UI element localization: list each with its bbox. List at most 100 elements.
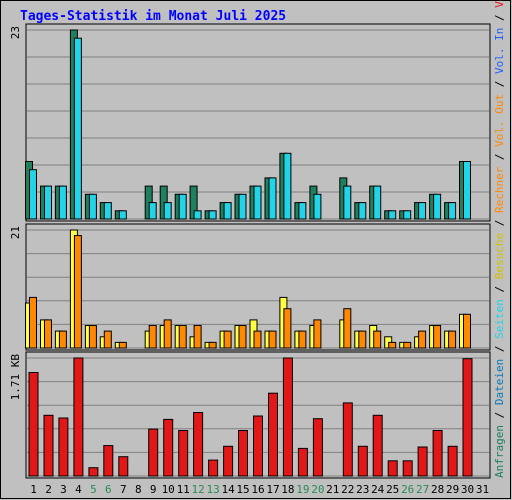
x-tick-label: 27 [416, 483, 429, 496]
panel-1: 23 [9, 23, 491, 222]
bar-volumen-day-9 [148, 428, 159, 477]
x-tick-label: 15 [236, 483, 249, 496]
legend-entry: Vol. In [493, 28, 506, 74]
bar-rechner-day-29 [448, 330, 457, 349]
x-tick-label: 26 [401, 483, 414, 496]
x-tick-label: 1 [30, 483, 37, 496]
bar-rechner-day-27 [418, 330, 427, 349]
bar-dateien-day-20 [313, 193, 322, 220]
x-tick-label: 13 [206, 483, 219, 496]
bar-volumen-day-18 [282, 357, 293, 477]
bar-volumen-day-30 [462, 358, 473, 477]
bar-dateien-day-28 [433, 193, 442, 220]
bar-dateien-day-25 [388, 210, 397, 220]
bar-volumen-day-2 [43, 414, 54, 477]
legend-entry: Dateien [493, 359, 506, 405]
panel-3: 1.71 KB [9, 351, 491, 479]
bar-dateien-day-16 [253, 185, 262, 220]
bar-dateien-day-30 [463, 161, 471, 220]
x-tick-label: 4 [75, 483, 82, 496]
bar-volumen-day-13 [208, 459, 219, 477]
bar-rechner-day-19 [298, 330, 307, 349]
panel-2: 21 [9, 223, 491, 351]
bar-rechner-day-30 [463, 313, 471, 349]
bar-volumen-day-6 [103, 445, 114, 477]
bar-rechner-day-12 [193, 325, 202, 349]
bar-dateien-day-24 [373, 185, 382, 220]
x-tick-label: 2 [45, 483, 52, 496]
bar-dateien-day-17 [268, 177, 277, 220]
bar-volumen-day-3 [58, 417, 69, 477]
bar-volumen-day-19 [297, 447, 308, 477]
x-tick-label: 23 [356, 483, 369, 496]
legend-entry: Besuche [493, 233, 506, 279]
bar-dateien-day-5 [88, 193, 97, 220]
bar-volumen-day-22 [342, 402, 353, 477]
bar-rechner-day-20 [313, 319, 322, 349]
bar-volumen-day-26 [402, 460, 413, 477]
legend-entry: / [493, 279, 506, 299]
bar-volumen-day-14 [223, 445, 234, 477]
y-max-label: 21 [9, 226, 22, 239]
bar-volumen-day-29 [447, 445, 458, 477]
x-tick-label: 12 [191, 483, 204, 496]
x-tick-label: 16 [251, 483, 264, 496]
bar-volumen-day-25 [387, 460, 398, 477]
chart-title: Tages-Statistik im Monat Juli 2025 [20, 9, 286, 24]
bar-dateien-day-18 [283, 152, 292, 220]
x-tick-label: 3 [60, 483, 67, 496]
bar-volumen-day-7 [118, 456, 129, 477]
bar-rechner-day-23 [358, 330, 367, 349]
bar-dateien-day-26 [403, 210, 412, 220]
bar-rechner-day-16 [253, 330, 262, 349]
legend-entry: Anfragen [493, 425, 506, 478]
x-tick-label: 9 [150, 483, 157, 496]
x-tick-label: 20 [311, 483, 324, 496]
bar-dateien-day-11 [178, 193, 187, 220]
bar-dateien-day-4 [73, 37, 82, 220]
legend-entry: Rechner [493, 166, 506, 213]
x-tick-label: 30 [461, 483, 474, 496]
bar-rechner-day-4 [73, 235, 82, 349]
x-tick-label: 10 [162, 483, 175, 496]
bar-rechner-day-11 [178, 325, 187, 349]
bar-dateien-day-7 [118, 210, 127, 220]
bar-dateien-day-1 [29, 169, 37, 220]
bar-dateien-day-19 [298, 202, 307, 220]
bar-dateien-day-12 [193, 210, 202, 220]
x-tick-label: 22 [341, 483, 354, 496]
bar-rechner-day-24 [373, 330, 382, 349]
legend-entry: / [493, 8, 506, 28]
x-axis-labels: 1 2 3 4 5 6 7 8 9 10 11 12 13 14 15 16 17 18 19 20 21 22 23 24 2… [30, 483, 489, 496]
x-tick-label: 21 [326, 483, 339, 496]
x-tick-label: 28 [431, 483, 444, 496]
bar-volumen-day-15 [238, 430, 248, 477]
right-legend: Anfragen / Dateien / Seiten / Besuche / … [493, 0, 506, 478]
x-tick-label: 29 [446, 483, 459, 496]
bar-volumen-day-28 [432, 430, 443, 477]
bar-volumen-day-1 [28, 372, 39, 477]
bar-dateien-day-23 [358, 202, 367, 220]
bar-volumen-day-20 [312, 418, 323, 477]
bar-rechner-day-18 [283, 308, 292, 349]
bar-rechner-day-6 [103, 330, 112, 349]
bar-dateien-day-29 [448, 202, 457, 220]
legend-entry: Seiten [493, 299, 506, 339]
bar-volumen-day-27 [417, 446, 428, 477]
bar-dateien-day-14 [223, 202, 232, 220]
bar-dateien-day-22 [343, 185, 352, 220]
bar-dateien-day-13 [208, 210, 217, 220]
bar-volumen-day-10 [163, 418, 174, 477]
x-tick-label: 5 [90, 483, 97, 496]
bar-volumen-day-11 [178, 430, 189, 477]
x-tick-label: 31 [476, 483, 489, 496]
legend-entry: / [493, 405, 506, 425]
legend-entry: / [493, 74, 506, 94]
bar-rechner-day-14 [223, 330, 232, 349]
bar-rechner-day-25 [388, 341, 397, 349]
x-tick-label: 11 [177, 483, 190, 496]
bar-dateien-day-2 [44, 185, 52, 220]
bar-rechner-day-17 [268, 330, 277, 349]
